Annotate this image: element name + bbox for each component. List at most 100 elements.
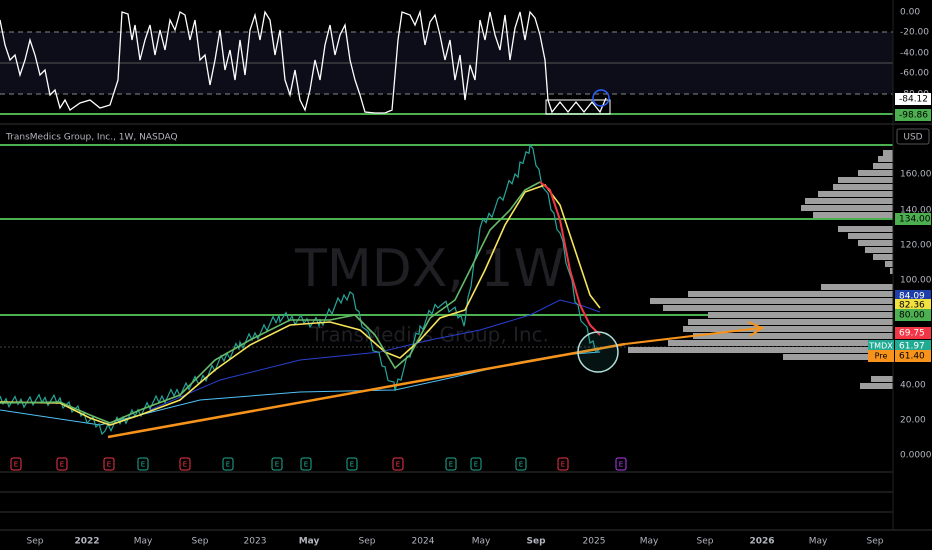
profile-bar (871, 376, 893, 382)
labels: 0.00-20.00-40.00-60.00-80.00-84.12-98.86… (10, 8, 932, 547)
profile-bar (833, 184, 893, 190)
osc-axis-label: -60.00 (900, 69, 929, 79)
price-tag (895, 299, 931, 311)
price-tag (895, 213, 931, 225)
trendline (107, 342, 626, 439)
event-marker (557, 457, 569, 471)
price-tag-text: 84.09 (899, 292, 925, 302)
event-marker (222, 457, 234, 471)
event-label: E (619, 461, 623, 469)
arrow-head (747, 321, 765, 337)
time-axis-label: 2023 (244, 537, 267, 547)
event-label: E (275, 461, 279, 469)
profile-bar (848, 233, 893, 239)
profile-bar (650, 298, 893, 304)
profile-bar (890, 268, 893, 274)
event-marker (10, 457, 22, 471)
event-label: E (396, 461, 400, 469)
event-label: E (60, 461, 64, 469)
event-label: E (183, 461, 187, 469)
profile-bar (878, 156, 893, 162)
profile-bar (683, 326, 893, 332)
event-label: E (226, 461, 230, 469)
currency: USD (903, 133, 922, 143)
osc-tag-text: -84.12 (899, 95, 928, 105)
price-axis-label: 20.00 (900, 416, 926, 426)
price-tag-text: 61.97 (899, 342, 925, 352)
event-label: E (14, 461, 18, 469)
price-tag-text: 80.00 (899, 311, 925, 321)
event-marker (346, 457, 358, 471)
event-marker (470, 457, 482, 471)
event-marker (515, 457, 527, 471)
price-tag-text: 82.36 (899, 301, 925, 311)
time-axis-label: May (134, 537, 153, 547)
profile-bar (858, 240, 893, 246)
profile-bar (663, 305, 893, 311)
profile-bar (805, 198, 893, 204)
time-axis-label: Sep (27, 537, 44, 547)
profile-bar (668, 340, 893, 346)
event-label: E (304, 461, 308, 469)
price-axis-label: 40.00 (900, 381, 926, 391)
time-axis-label: Sep (697, 537, 714, 547)
profile-bar (885, 261, 893, 267)
event-marker (137, 457, 149, 471)
osc-tag (895, 93, 931, 105)
event-marker (56, 457, 68, 471)
time-axis-label: 2024 (412, 537, 435, 547)
tag-label-bg (868, 350, 894, 362)
profile-bar (838, 226, 893, 232)
price-tag (895, 340, 931, 352)
tag-label-bg (868, 340, 894, 352)
event-marker (103, 457, 115, 471)
time-axis-label: 2022 (74, 537, 99, 547)
volume-profile (628, 150, 893, 389)
profile-bar (708, 312, 893, 318)
tag-label: TMDX (868, 342, 893, 351)
time-axis-label: Sep (526, 537, 546, 547)
profile-bar (865, 247, 893, 253)
profile-bar (860, 383, 893, 389)
profile-bar (693, 333, 893, 339)
profile-bar (628, 347, 893, 353)
profile-bar (783, 354, 893, 360)
tag-label: Pre (875, 352, 888, 361)
profile-bar (821, 284, 893, 290)
event-marker (615, 457, 627, 471)
profile-bar (818, 191, 893, 197)
event-marker (392, 457, 404, 471)
time-axis-label: Sep (359, 537, 376, 547)
event-marker (271, 457, 283, 471)
profile-bar (873, 254, 893, 260)
time-axis-label: 2025 (583, 537, 606, 547)
oscillator-line (0, 9, 607, 114)
osc-circle (592, 89, 610, 107)
profile-bar (688, 291, 893, 297)
profile-bar (883, 150, 893, 156)
event-marker (179, 457, 191, 471)
time-axis-label: May (809, 537, 828, 547)
price-tag (895, 350, 931, 362)
price-axis-label: 0.0000 (900, 451, 932, 461)
time-axis-label: May (472, 537, 491, 547)
ma-red (539, 181, 601, 336)
profile-bar (838, 177, 893, 183)
event-label: E (350, 461, 354, 469)
time-axis-label: 2026 (749, 537, 774, 547)
price-tag-text: 134.00 (899, 215, 931, 225)
osc-axis-label: 0.00 (900, 8, 920, 18)
currency-box (896, 128, 930, 145)
projection-arrow (624, 327, 761, 345)
price-axis-label: 140.00 (900, 206, 932, 216)
watermark-ticker: TMDX, 1W (294, 239, 565, 299)
osc-box (545, 99, 611, 115)
profile-bar (873, 163, 893, 169)
price-tag (895, 327, 931, 339)
profile-bar (813, 212, 893, 218)
event-label: E (107, 461, 111, 469)
time-axis-label: May (640, 537, 659, 547)
osc-tag-text: -98.86 (899, 111, 928, 121)
price-tag-text: 61.40 (899, 352, 925, 362)
